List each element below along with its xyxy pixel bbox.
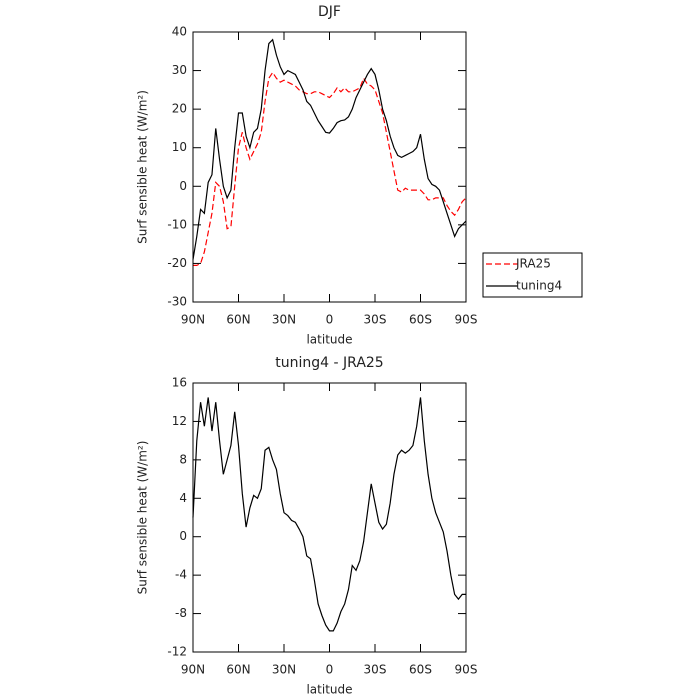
x-tick-label: 60S bbox=[409, 313, 432, 327]
x-tick-label: 90S bbox=[455, 663, 478, 677]
x-tick-label: 60S bbox=[409, 663, 432, 677]
x-tick-label: 30S bbox=[364, 663, 387, 677]
plot-frame bbox=[192, 382, 467, 653]
chart-title: DJF bbox=[318, 4, 341, 20]
x-tick-label: 30S bbox=[364, 313, 387, 327]
data-line bbox=[192, 38, 467, 260]
y-tick-label: 8 bbox=[179, 452, 187, 466]
y-tick-label: 4 bbox=[179, 491, 187, 505]
x-tick-label: 0 bbox=[326, 313, 334, 327]
y-tick-label: 0 bbox=[179, 529, 187, 543]
y-tick-label: 16 bbox=[172, 376, 187, 390]
y-tick-label: 20 bbox=[172, 102, 187, 116]
legend-box bbox=[482, 252, 583, 298]
x-axis-label: latitude bbox=[306, 333, 352, 347]
y-tick-label: -30 bbox=[167, 295, 187, 309]
legend-label: tuning4 bbox=[516, 279, 562, 293]
y-tick-label: -8 bbox=[175, 606, 187, 620]
legend-label: JRA25 bbox=[515, 257, 551, 271]
x-tick-label: 0 bbox=[326, 663, 334, 677]
x-tick-label: 90N bbox=[181, 313, 205, 327]
x-axis-label: latitude bbox=[306, 683, 352, 697]
y-tick-label: 40 bbox=[172, 25, 187, 39]
data-line bbox=[192, 397, 466, 632]
y-tick-label: 12 bbox=[172, 414, 187, 428]
x-tick-label: 60N bbox=[226, 663, 250, 677]
y-axis-label: Surf sensible heat (W/m²) bbox=[136, 90, 150, 244]
x-tick-label: 60N bbox=[226, 313, 250, 327]
plot-frame bbox=[192, 31, 467, 303]
y-tick-label: 0 bbox=[179, 179, 187, 193]
y-tick-label: -20 bbox=[167, 256, 187, 270]
y-tick-label: 10 bbox=[172, 140, 187, 154]
y-axis-label: Surf sensible heat (W/m²) bbox=[136, 441, 150, 595]
x-tick-label: 90N bbox=[181, 663, 205, 677]
y-tick-label: -10 bbox=[167, 217, 187, 231]
x-tick-label: 30N bbox=[272, 313, 296, 327]
x-tick-label: 90S bbox=[455, 313, 478, 327]
x-tick-label: 30N bbox=[272, 663, 296, 677]
data-line bbox=[193, 71, 467, 266]
y-tick-label: 30 bbox=[172, 63, 187, 77]
y-tick-label: -4 bbox=[175, 568, 187, 582]
y-tick-label: -12 bbox=[167, 645, 187, 659]
chart-title: tuning4 - JRA25 bbox=[275, 355, 383, 371]
